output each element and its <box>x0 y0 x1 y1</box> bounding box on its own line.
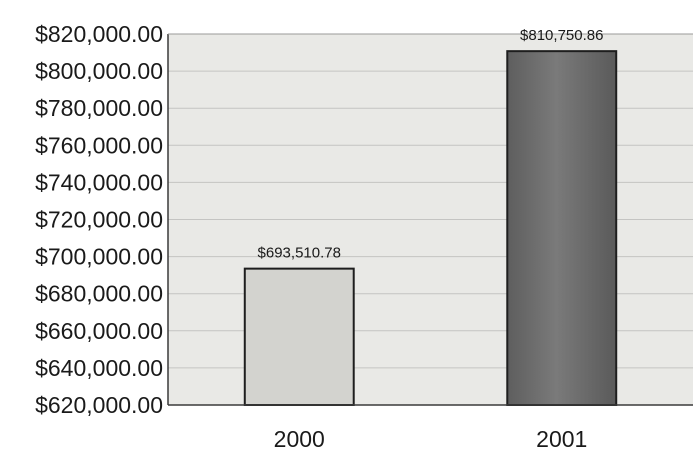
y-tick-label: $660,000.00 <box>35 318 163 344</box>
y-tick-label: $620,000.00 <box>35 392 163 418</box>
y-tick-label: $740,000.00 <box>35 169 163 195</box>
y-tick-label: $780,000.00 <box>35 95 163 121</box>
bar-2001 <box>506 50 618 406</box>
y-tick-label: $640,000.00 <box>35 355 163 381</box>
bar-2000 <box>243 267 355 407</box>
axes <box>167 33 693 406</box>
y-tick-label: $680,000.00 <box>35 281 163 307</box>
bars <box>243 50 618 407</box>
y-tick-label: $800,000.00 <box>35 58 163 84</box>
x-axis-category-labels: 2000 2001 <box>274 426 588 452</box>
y-tick-label: $820,000.00 <box>35 21 163 47</box>
y-axis-tick-labels: $620,000.00 $640,000.00 $660,000.00 $680,00… <box>35 21 163 418</box>
data-labels: $693,510.78 $810,750.86 <box>258 27 604 261</box>
data-label-2000: $693,510.78 <box>258 245 341 262</box>
x-category-label-2001: 2001 <box>536 426 587 452</box>
y-tick-label: $700,000.00 <box>35 244 163 270</box>
x-category-label-2000: 2000 <box>274 426 325 452</box>
data-label-2001: $810,750.86 <box>520 27 603 44</box>
y-tick-label: $760,000.00 <box>35 132 163 158</box>
y-tick-label: $720,000.00 <box>35 207 163 233</box>
